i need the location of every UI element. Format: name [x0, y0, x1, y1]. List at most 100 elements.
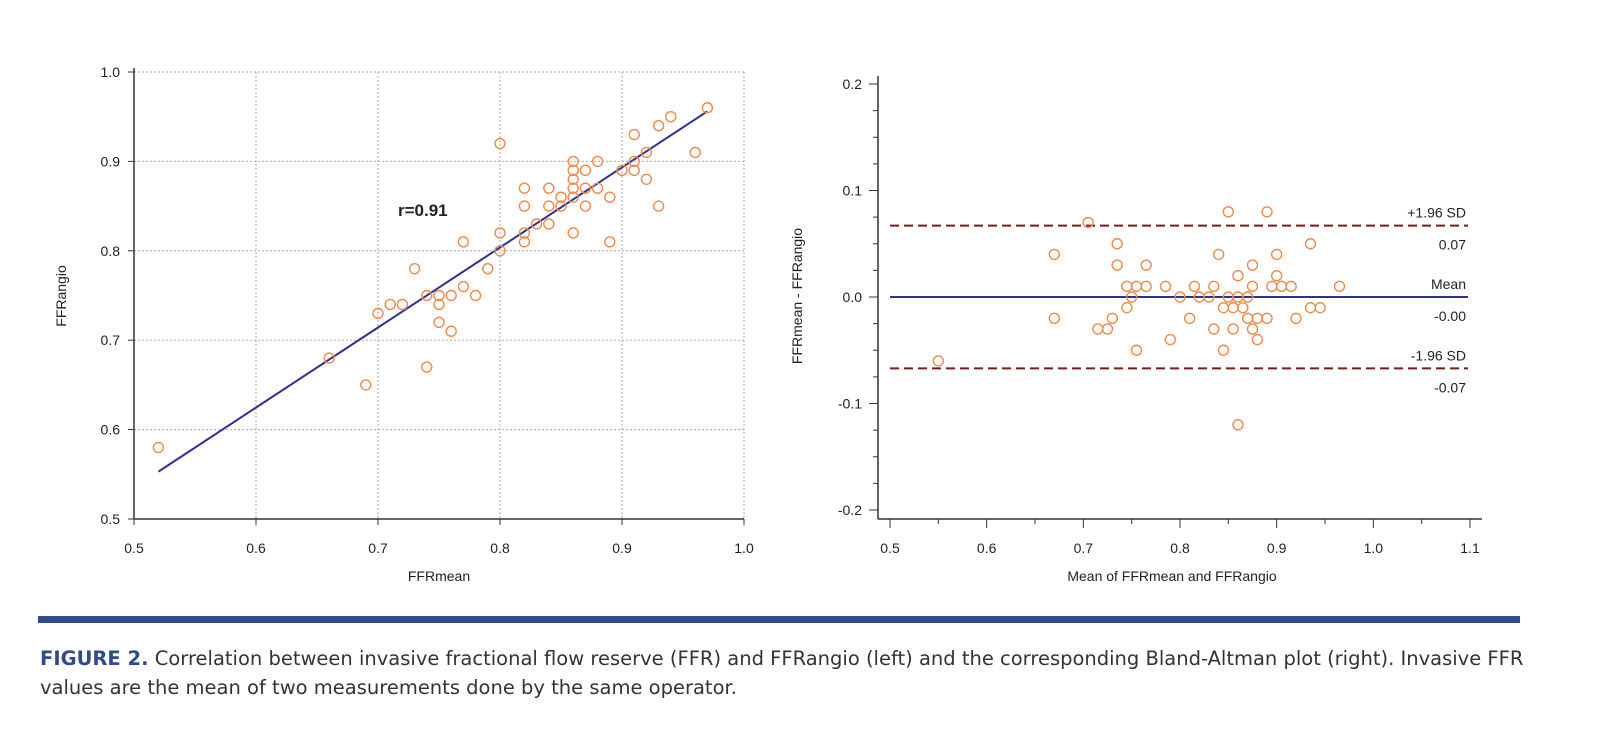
y-tick-label: 0.1 — [843, 183, 863, 199]
data-point — [1217, 301, 1230, 314]
data-point — [1082, 216, 1094, 229]
data-point — [518, 182, 531, 194]
figure: 0.5 0.6 0.7 0.8 0.9 1.0 0.5 0.6 0.7 0.8 0.9 1.0 r=0.… — [53, 64, 1482, 584]
caption-divider — [38, 616, 1520, 623]
data-point — [530, 218, 543, 230]
data-point — [1121, 280, 1133, 293]
data-point — [701, 102, 714, 114]
data-point — [1237, 301, 1249, 314]
data-point — [1270, 248, 1283, 261]
x-tick-label: 0.5 — [124, 540, 144, 556]
data-point — [494, 227, 506, 239]
data-point — [567, 182, 579, 194]
data-point — [628, 128, 640, 141]
data-point — [1266, 280, 1278, 293]
data-point — [1130, 280, 1143, 293]
data-point — [543, 182, 555, 194]
upper-loa-label: +1.96 SD — [1407, 205, 1466, 221]
data-point — [579, 182, 592, 194]
data-point — [384, 298, 396, 311]
caption-text: Correlation between invasive fractional … — [40, 647, 1524, 699]
data-point — [579, 164, 592, 177]
data-point — [1314, 301, 1326, 314]
y-tick-label: 0.2 — [843, 76, 863, 92]
data-point — [1048, 312, 1061, 324]
data-point — [518, 236, 531, 248]
data-point — [408, 262, 421, 275]
data-point — [640, 146, 653, 159]
data-point — [1212, 248, 1225, 261]
data-point — [494, 245, 506, 257]
data-point — [1164, 333, 1177, 346]
data-point — [1261, 312, 1273, 324]
caption-label: FIGURE 2. — [40, 647, 149, 670]
x-tick-label: 0.9 — [1267, 540, 1287, 556]
data-point — [1048, 248, 1061, 261]
data-point — [518, 227, 531, 239]
x-tick-label: 0.6 — [977, 540, 997, 556]
data-point — [1261, 206, 1273, 218]
data-point — [1130, 344, 1143, 356]
y-tick-label: -0.1 — [838, 396, 862, 412]
y-axis-label: FFRangio — [53, 265, 69, 327]
data-point — [152, 441, 165, 454]
data-point — [1241, 312, 1254, 324]
data-point — [457, 236, 470, 248]
mean-label: Mean — [1431, 276, 1466, 292]
data-point — [1304, 238, 1317, 250]
data-point — [1227, 301, 1239, 314]
data-point — [591, 182, 604, 194]
data-point — [1285, 280, 1297, 293]
data-point — [1227, 323, 1239, 335]
data-point — [543, 200, 555, 212]
data-point — [1275, 280, 1288, 293]
data-point — [1304, 301, 1317, 314]
y-tick-label: 1.0 — [101, 64, 121, 80]
data-point — [567, 155, 579, 168]
data-point — [665, 110, 677, 123]
x-tick-label: 0.8 — [1170, 540, 1190, 556]
data-point — [1246, 280, 1259, 293]
data-point — [652, 200, 665, 212]
data-point — [433, 298, 445, 311]
upper-loa-value-label: 0.07 — [1439, 237, 1466, 253]
data-point — [1106, 312, 1119, 324]
data-point — [628, 155, 640, 168]
data-point — [567, 227, 579, 239]
data-point — [1232, 419, 1244, 431]
data-point — [591, 155, 604, 168]
data-point — [1251, 312, 1264, 324]
data-point — [628, 164, 640, 177]
data-point — [372, 307, 384, 320]
data-point — [1246, 323, 1259, 335]
data-point — [1183, 312, 1196, 324]
data-point — [1251, 333, 1264, 346]
x-tick-label: 0.5 — [880, 540, 900, 556]
y-tick-label: -0.2 — [838, 502, 862, 518]
data-point — [360, 379, 372, 391]
x-tick-label: 0.9 — [612, 540, 632, 556]
y-tick-label: 0.5 — [101, 511, 121, 527]
data-point — [445, 325, 457, 337]
x-tick-label: 0.7 — [1074, 540, 1094, 556]
data-point — [1159, 280, 1172, 293]
data-point — [1246, 259, 1259, 271]
data-point — [1188, 280, 1201, 293]
y-tick-label: 0.7 — [101, 332, 121, 348]
data-point — [1208, 323, 1220, 335]
data-point — [1140, 280, 1152, 293]
data-point — [396, 298, 409, 311]
x-tick-label: 1.0 — [1364, 540, 1384, 556]
figure-caption: FIGURE 2. Correlation between invasive f… — [40, 644, 1540, 702]
data-point — [1092, 323, 1104, 335]
data-point — [433, 316, 445, 329]
lower-loa-label: -1.96 SD — [1411, 347, 1466, 363]
data-point — [932, 355, 945, 367]
data-point — [1101, 323, 1114, 335]
lower-loa-value-label: -0.07 — [1434, 379, 1466, 395]
x-tick-label: 0.7 — [368, 540, 388, 556]
data-point — [604, 236, 616, 248]
x-axis-label: Mean of FFRmean and FFRangio — [1067, 568, 1277, 584]
data-point — [1140, 259, 1152, 271]
y-tick-label: 0.6 — [101, 422, 121, 438]
